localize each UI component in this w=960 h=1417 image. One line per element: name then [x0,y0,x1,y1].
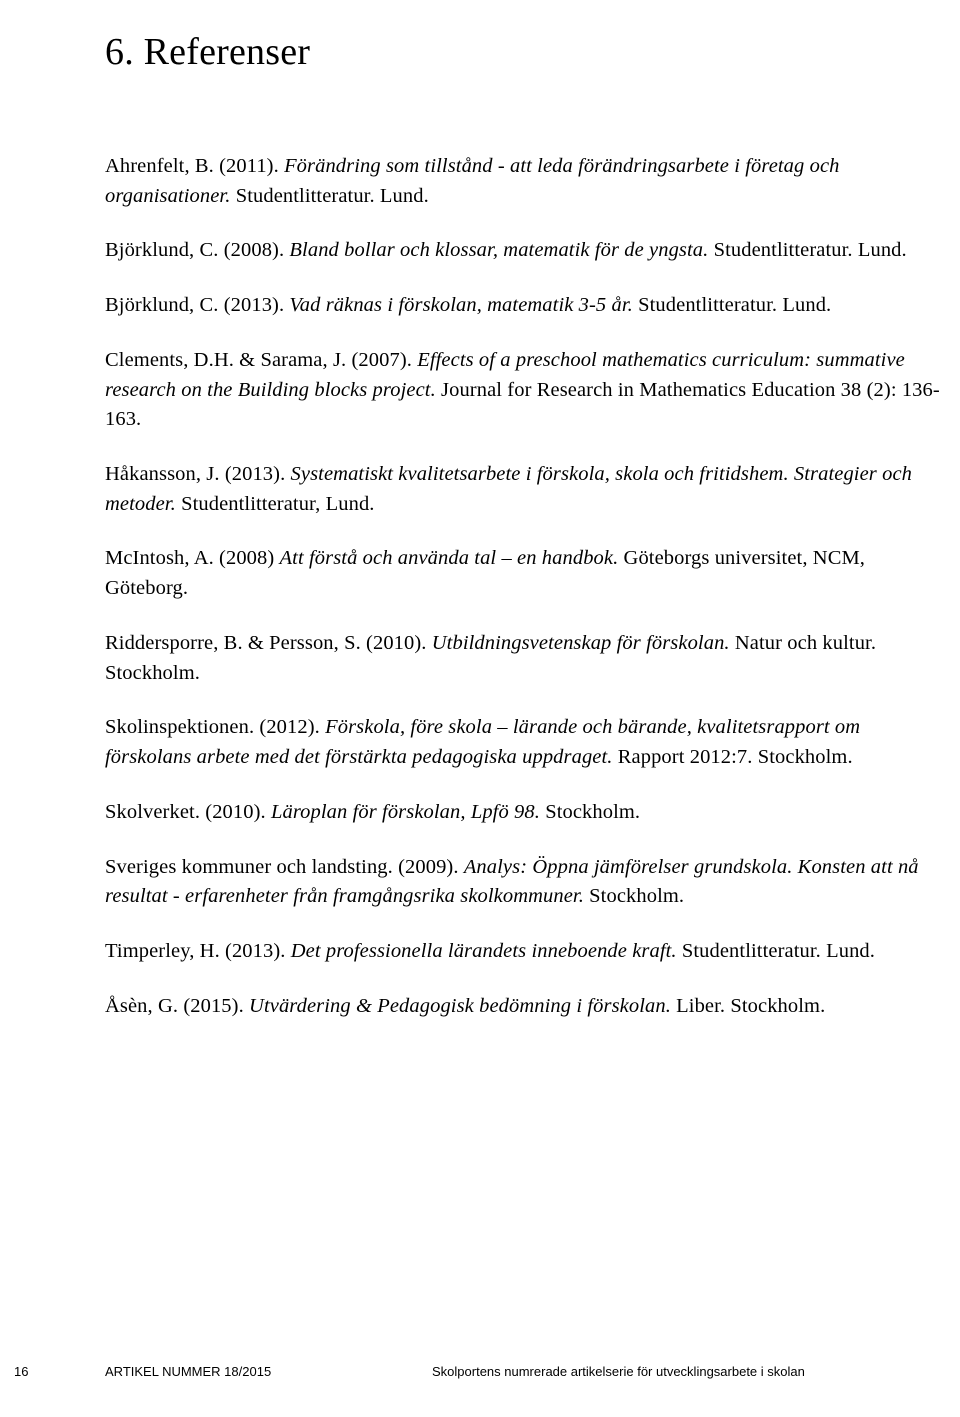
reference-text: Skolinspektionen. (2012). [105,716,325,738]
reference-entry: Åsèn, G. (2015). Utvärdering & Pedagogis… [105,992,945,1022]
reference-text: Studentlitteratur. Lund. [230,185,428,207]
reference-text: Stockholm. [540,801,640,823]
reference-title: Läroplan för förskolan, Lpfö 98. [271,801,540,823]
reference-text: Clements, D.H. & Sarama, J. (2007). [105,349,417,371]
reference-entry: Timperley, H. (2013). Det professionella… [105,937,945,967]
reference-entry: Björklund, C. (2013). Vad räknas i försk… [105,291,945,321]
reference-title: Utbildningsvetenskap för förskolan. [432,632,730,654]
reference-text: Riddersporre, B. & Persson, S. (2010). [105,632,432,654]
reference-title: Vad räknas i förskolan, matematik 3-5 år… [289,294,632,316]
reference-text: Håkansson, J. (2013). [105,463,291,485]
reference-text: Stockholm. [584,885,684,907]
reference-text: Rapport 2012:7. Stockholm. [613,746,853,768]
reference-text: Timperley, H. (2013). [105,940,291,962]
reference-text: Ahrenfelt, B. (2011). [105,155,284,177]
reference-title: Det professionella lärandets inneboende … [291,940,677,962]
reference-title: Utvärdering & Pedagogisk bedömning i för… [249,995,671,1017]
reference-text: McIntosh, A. (2008) [105,547,280,569]
reference-entry: Björklund, C. (2008). Bland bollar och k… [105,236,945,266]
reference-entry: Ahrenfelt, B. (2011). Förändring som til… [105,152,945,211]
reference-text: Åsèn, G. (2015). [105,995,249,1017]
article-number: ARTIKEL NUMMER 18/2015 [105,1364,271,1379]
reference-text: Liber. Stockholm. [671,995,825,1017]
series-text: Skolportens numrerade artikelserie för u… [432,1364,805,1379]
reference-text: Studentlitteratur. Lund. [708,239,906,261]
reference-text: Björklund, C. (2008). [105,239,289,261]
reference-entry: Håkansson, J. (2013). Systematiskt kvali… [105,460,945,519]
section-heading: 6. Referenser [105,30,945,74]
page: 6. Referenser Ahrenfelt, B. (2011). Förä… [0,0,960,1417]
reference-entry: Sveriges kommuner och landsting. (2009).… [105,853,945,912]
reference-text: Studentlitteratur. Lund. [677,940,875,962]
reference-title: Bland bollar och klossar, matematik för … [289,239,708,261]
page-number: 16 [14,1364,28,1379]
reference-text: Studentlitteratur. Lund. [633,294,831,316]
reference-entry: McIntosh, A. (2008) Att förstå och använ… [105,544,945,603]
reference-entry: Riddersporre, B. & Persson, S. (2010). U… [105,629,945,688]
reference-entry: Skolinspektionen. (2012). Förskola, före… [105,713,945,772]
reference-entry: Skolverket. (2010). Läroplan för förskol… [105,798,945,828]
reference-text: Sveriges kommuner och landsting. (2009). [105,856,464,878]
reference-title: Att förstå och använda tal – en handbok. [280,547,619,569]
reference-list: Ahrenfelt, B. (2011). Förändring som til… [105,152,945,1021]
reference-text: Skolverket. (2010). [105,801,271,823]
reference-text: Studentlitteratur, Lund. [176,493,375,515]
reference-text: Björklund, C. (2013). [105,294,289,316]
reference-entry: Clements, D.H. & Sarama, J. (2007). Effe… [105,346,945,435]
